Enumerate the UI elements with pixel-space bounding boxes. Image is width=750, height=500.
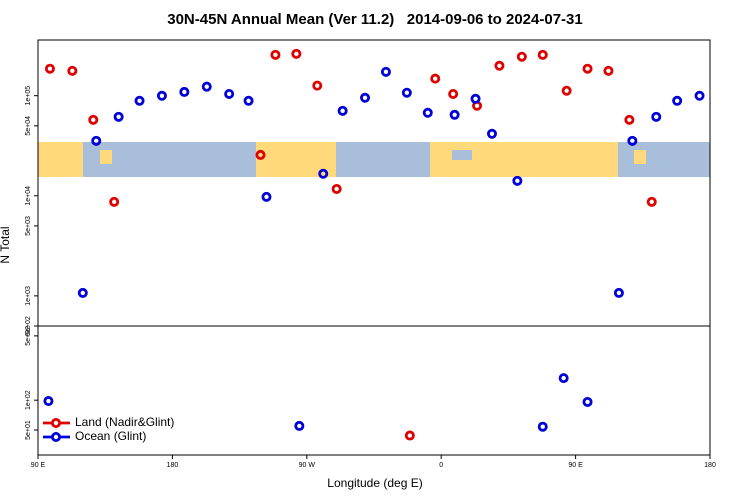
point: [77, 287, 88, 298]
x-tick-label: 180: [704, 462, 716, 469]
point: [243, 95, 254, 106]
point: [486, 128, 497, 139]
y-tick-label: 1e+02: [25, 390, 32, 410]
x-tick-label: 90 W: [299, 462, 316, 469]
point: [558, 373, 569, 384]
y-tick-label: 5e+01: [25, 420, 32, 440]
y-tick-label: 1e+03: [25, 286, 32, 306]
point: [380, 66, 391, 77]
point: [261, 191, 272, 202]
point: [43, 396, 54, 407]
y-tick-label: 1e+04: [25, 186, 32, 206]
point: [113, 111, 124, 122]
point: [494, 60, 505, 71]
point: [448, 88, 459, 99]
point: [582, 396, 593, 407]
y-tick-label: 5e+04: [25, 116, 32, 136]
point: [651, 111, 662, 122]
y-tick-label: 5e+02: [25, 326, 32, 346]
plot-frame: [37, 39, 711, 456]
point: [156, 90, 167, 101]
point: [88, 114, 99, 125]
point: [224, 88, 235, 99]
y-tick-label: 5e+02: [25, 316, 32, 336]
point: [603, 65, 614, 76]
point: [312, 80, 323, 91]
point: [582, 63, 593, 74]
point: [91, 135, 102, 146]
point: [561, 85, 572, 96]
point: [624, 114, 635, 125]
point: [360, 92, 371, 103]
point: [613, 287, 624, 298]
point: [627, 135, 638, 146]
point: [44, 63, 55, 74]
point: [255, 149, 266, 160]
point: [512, 175, 523, 186]
x-tick-label: 90 E: [31, 462, 46, 469]
point: [179, 86, 190, 97]
point: [430, 73, 441, 84]
map-strip: [38, 142, 710, 177]
point: [134, 95, 145, 106]
point: [537, 421, 548, 432]
y-tick-label: 5e+03: [25, 216, 32, 236]
point: [401, 87, 412, 98]
point: [337, 105, 348, 116]
point: [672, 95, 683, 106]
point: [449, 109, 460, 120]
point: [404, 430, 415, 441]
legend-label: Ocean (Glint): [75, 429, 146, 443]
point: [470, 93, 481, 104]
x-tick-label: 180: [167, 462, 179, 469]
x-tick-label: 90 E: [568, 462, 583, 469]
point: [537, 49, 548, 60]
chart-title: 30N-45N Annual Mean (Ver 11.2) 2014-09-0…: [167, 11, 582, 28]
point: [694, 90, 705, 101]
point: [294, 420, 305, 431]
point: [201, 81, 212, 92]
point: [109, 196, 120, 207]
point: [331, 183, 342, 194]
y-tick-label: 1e+05: [25, 86, 32, 106]
legend-marker: [51, 417, 62, 428]
x-axis-label: Longitude (deg E): [327, 476, 422, 490]
x-tick-label: 0: [439, 462, 443, 469]
point: [422, 107, 433, 118]
legend-marker: [51, 431, 62, 442]
point: [318, 168, 329, 179]
legend-label: Land (Nadir&Glint): [75, 415, 174, 429]
point: [270, 49, 281, 60]
point: [67, 65, 78, 76]
y-axis-label: N Total: [0, 226, 12, 263]
point: [291, 48, 302, 59]
point: [646, 196, 657, 207]
point: [516, 51, 527, 62]
